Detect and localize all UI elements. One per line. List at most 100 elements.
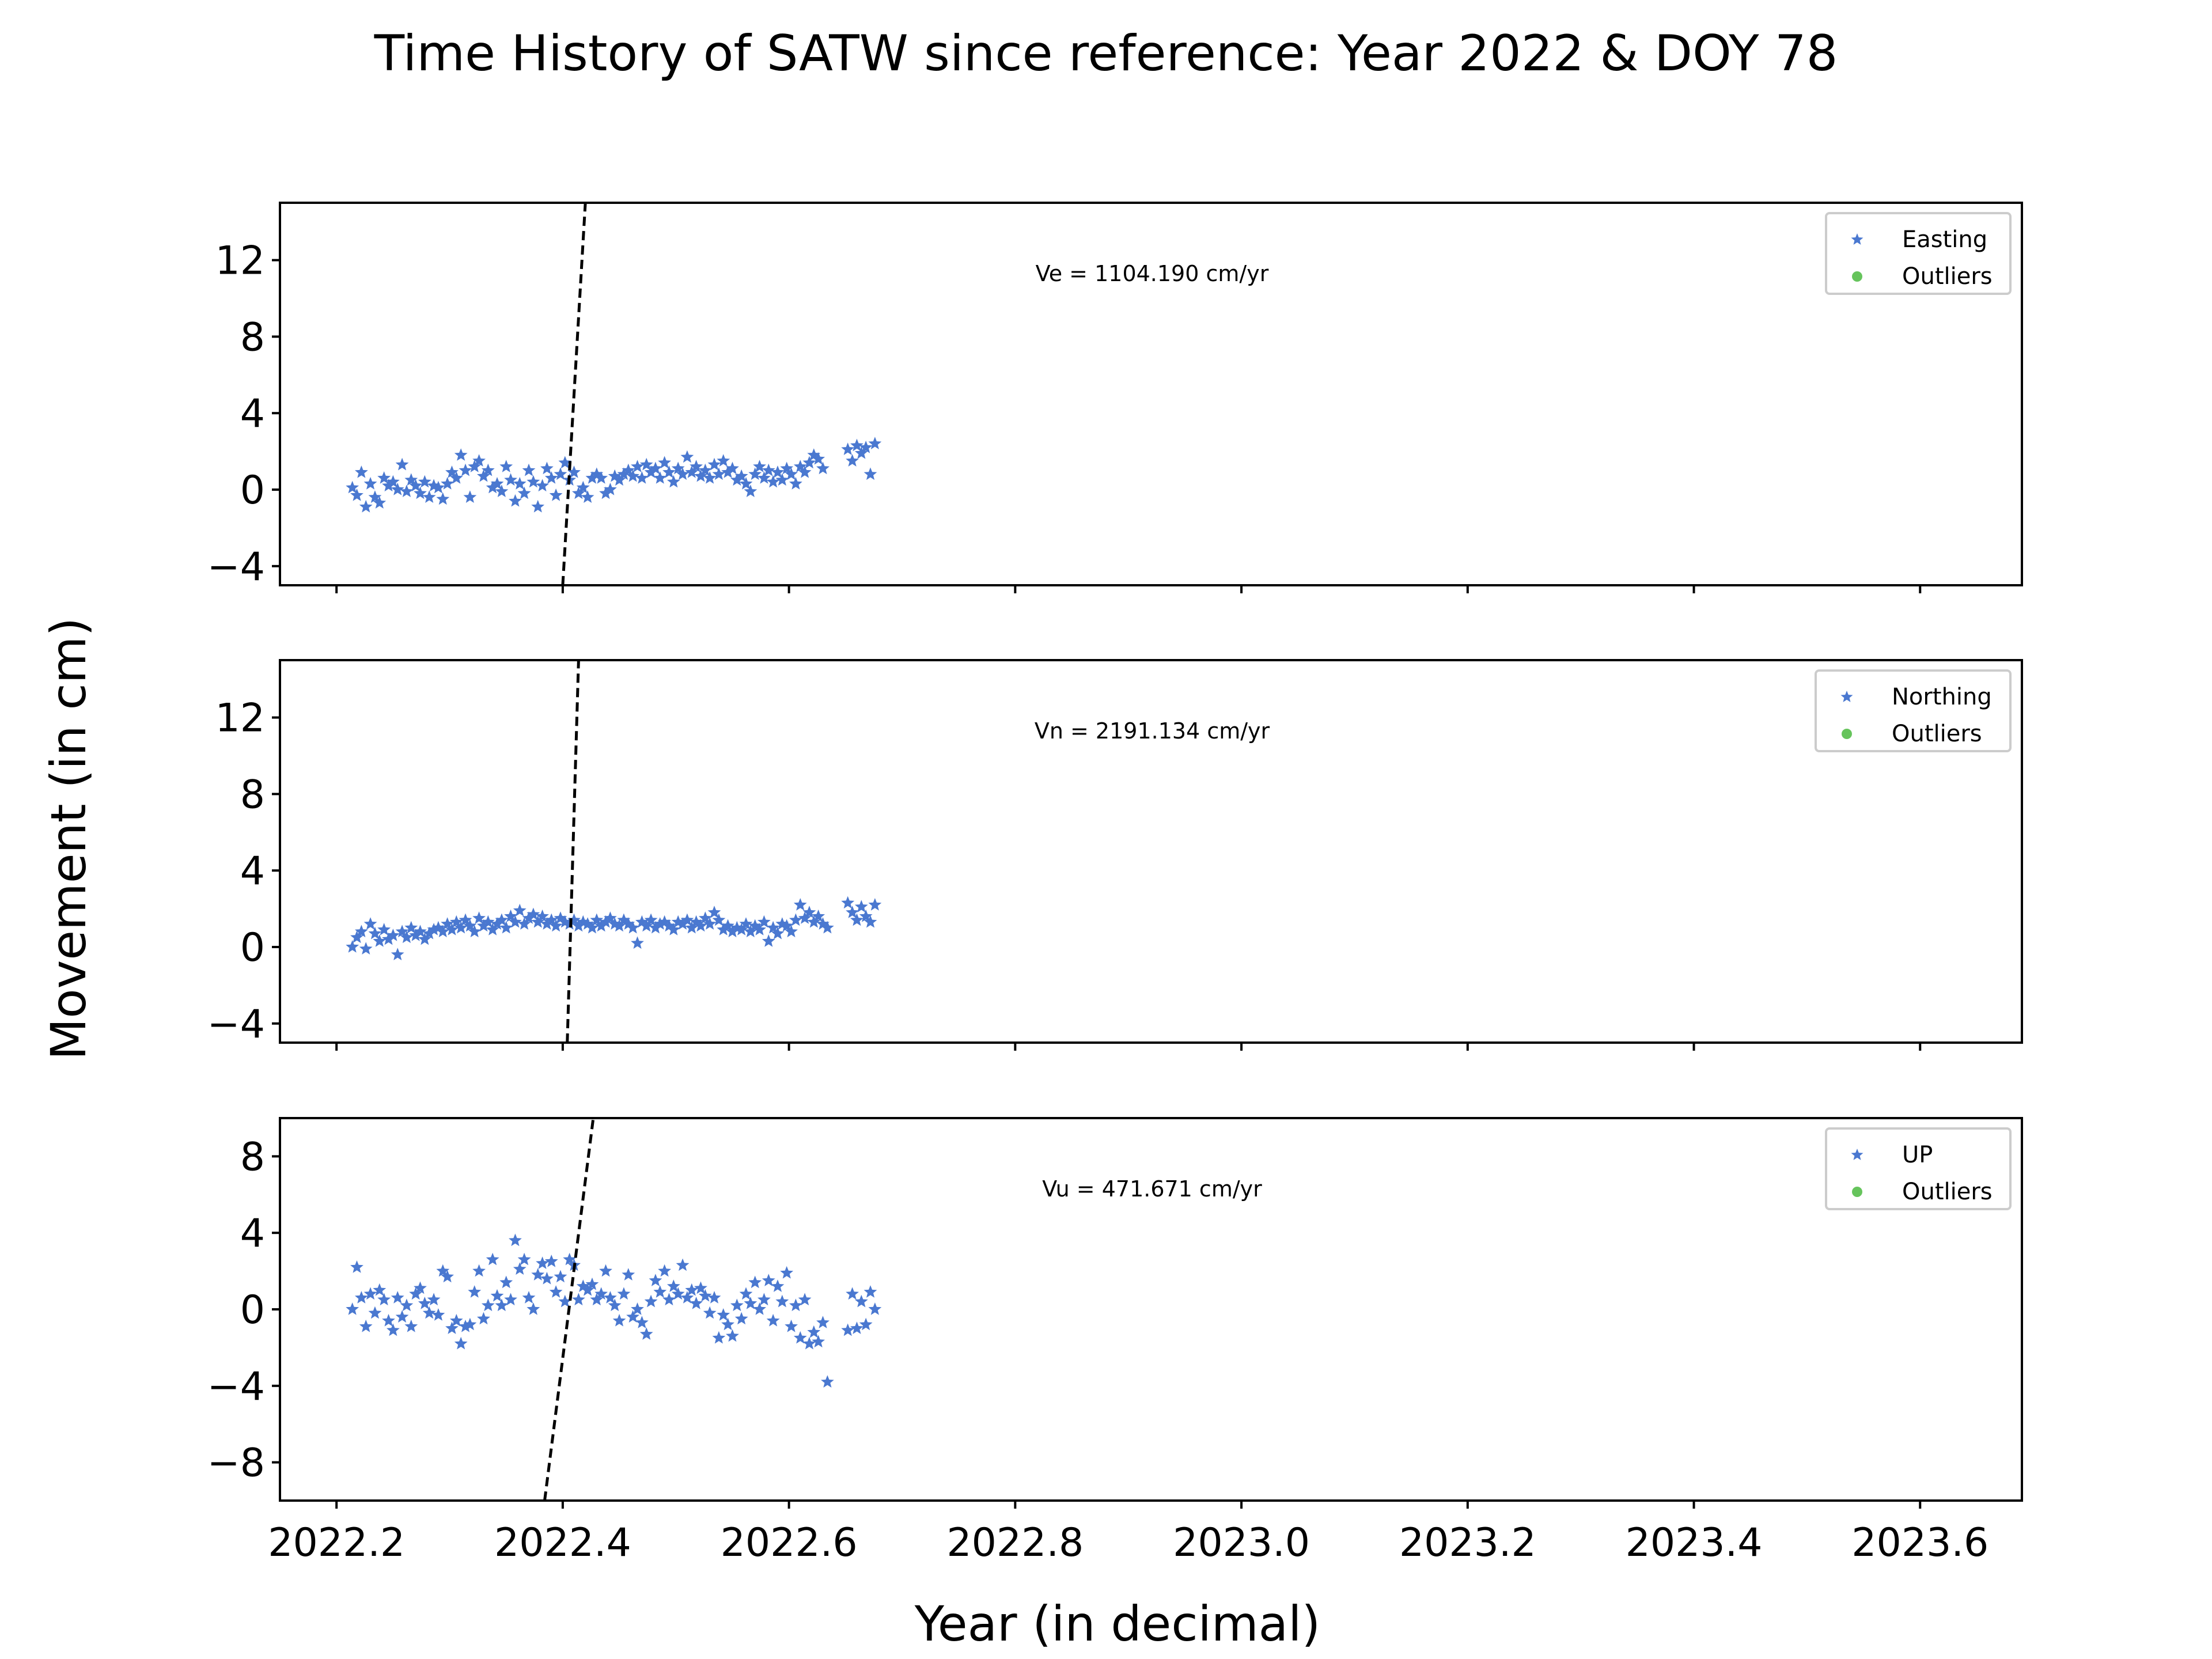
data-point xyxy=(617,467,631,480)
x-tick-label: 2022.6 xyxy=(721,1520,858,1566)
data-point xyxy=(850,438,863,452)
data-point xyxy=(355,1291,368,1304)
data-point xyxy=(382,479,395,492)
y-tick-label: 4 xyxy=(240,849,265,894)
data-point xyxy=(531,915,545,928)
data-point xyxy=(626,469,640,482)
data-point xyxy=(671,1287,685,1300)
data-point xyxy=(477,919,490,932)
subplots: −4 0 4 8 12 Ve = 1104.190 cm/yr Easting Outlier… xyxy=(207,202,2023,1566)
data-point xyxy=(368,1306,382,1319)
data-point xyxy=(649,1274,662,1286)
data-point xyxy=(608,1298,622,1312)
data-point xyxy=(590,1293,604,1306)
data-point xyxy=(789,913,802,926)
data-point xyxy=(404,1319,418,1332)
data-point xyxy=(846,1287,859,1300)
data-point xyxy=(481,1298,495,1312)
data-point xyxy=(346,940,359,953)
data-point xyxy=(812,1335,825,1348)
data-point xyxy=(404,473,418,486)
data-point xyxy=(721,465,734,478)
data-point xyxy=(454,921,468,934)
data-point xyxy=(350,1260,363,1273)
data-point xyxy=(694,919,707,932)
data-point xyxy=(363,477,377,490)
data-point xyxy=(409,479,422,492)
data-point xyxy=(671,461,685,475)
data-point xyxy=(445,923,459,935)
data-point xyxy=(617,1287,631,1300)
data-point xyxy=(599,1264,612,1277)
data-point xyxy=(775,1294,789,1308)
data-point xyxy=(635,1316,649,1328)
data-point xyxy=(798,465,812,478)
data-point xyxy=(771,1279,785,1292)
data-point xyxy=(753,460,766,472)
legend-label: Outliers xyxy=(1902,1179,1993,1205)
data-point xyxy=(639,457,653,471)
data-point xyxy=(680,913,694,926)
data-point xyxy=(662,465,676,478)
data-point xyxy=(802,1336,816,1350)
data-point xyxy=(676,1258,690,1271)
data-point xyxy=(841,1323,855,1336)
data-point xyxy=(387,929,400,941)
data-point xyxy=(594,919,608,932)
legend-box xyxy=(1825,212,2012,295)
data-point xyxy=(676,467,690,480)
trend-line xyxy=(543,1118,595,1501)
data-point xyxy=(544,1255,558,1267)
data-point xyxy=(527,1302,540,1315)
data-point xyxy=(612,919,626,932)
data-point xyxy=(859,909,873,922)
data-point xyxy=(404,921,418,934)
data-point xyxy=(522,911,536,924)
data-point xyxy=(780,919,794,932)
data-point xyxy=(427,923,441,935)
data-point xyxy=(431,480,445,494)
data-point xyxy=(726,1329,739,1342)
data-point xyxy=(653,471,667,484)
data-point xyxy=(612,473,626,486)
data-point xyxy=(604,1291,617,1304)
plot-area xyxy=(279,202,2023,586)
legend-label: UP xyxy=(1902,1142,1933,1168)
data-point xyxy=(626,1310,640,1323)
data-point xyxy=(739,917,753,930)
data-point xyxy=(363,917,377,930)
data-point xyxy=(807,915,821,928)
data-point xyxy=(373,496,387,509)
data-point xyxy=(748,467,762,480)
data-point xyxy=(635,915,649,928)
data-point xyxy=(554,911,567,924)
data-point xyxy=(558,456,572,469)
data-point xyxy=(481,915,495,928)
data-point xyxy=(576,1279,590,1292)
data-point xyxy=(445,465,459,478)
data-point xyxy=(653,917,667,930)
data-point xyxy=(698,911,712,924)
data-point xyxy=(368,490,382,503)
data-point xyxy=(666,1279,680,1292)
data-point xyxy=(816,461,830,475)
data-point xyxy=(744,484,757,497)
data-point xyxy=(846,906,859,918)
data-point xyxy=(355,925,368,938)
data-point xyxy=(490,1289,504,1302)
data-point xyxy=(576,915,590,928)
data-point xyxy=(368,926,382,940)
data-point xyxy=(468,925,482,938)
data-point xyxy=(504,909,517,922)
data-point xyxy=(703,471,717,484)
data-point xyxy=(599,486,612,499)
data-point xyxy=(585,921,599,934)
data-point xyxy=(789,477,802,490)
data-point xyxy=(418,475,431,488)
data-point xyxy=(807,1325,821,1338)
data-point xyxy=(400,930,414,944)
data-point xyxy=(802,906,816,918)
data-point xyxy=(387,475,400,488)
data-point xyxy=(355,465,368,478)
chart-title: Time History of SATW since reference: Ye… xyxy=(374,25,1838,82)
